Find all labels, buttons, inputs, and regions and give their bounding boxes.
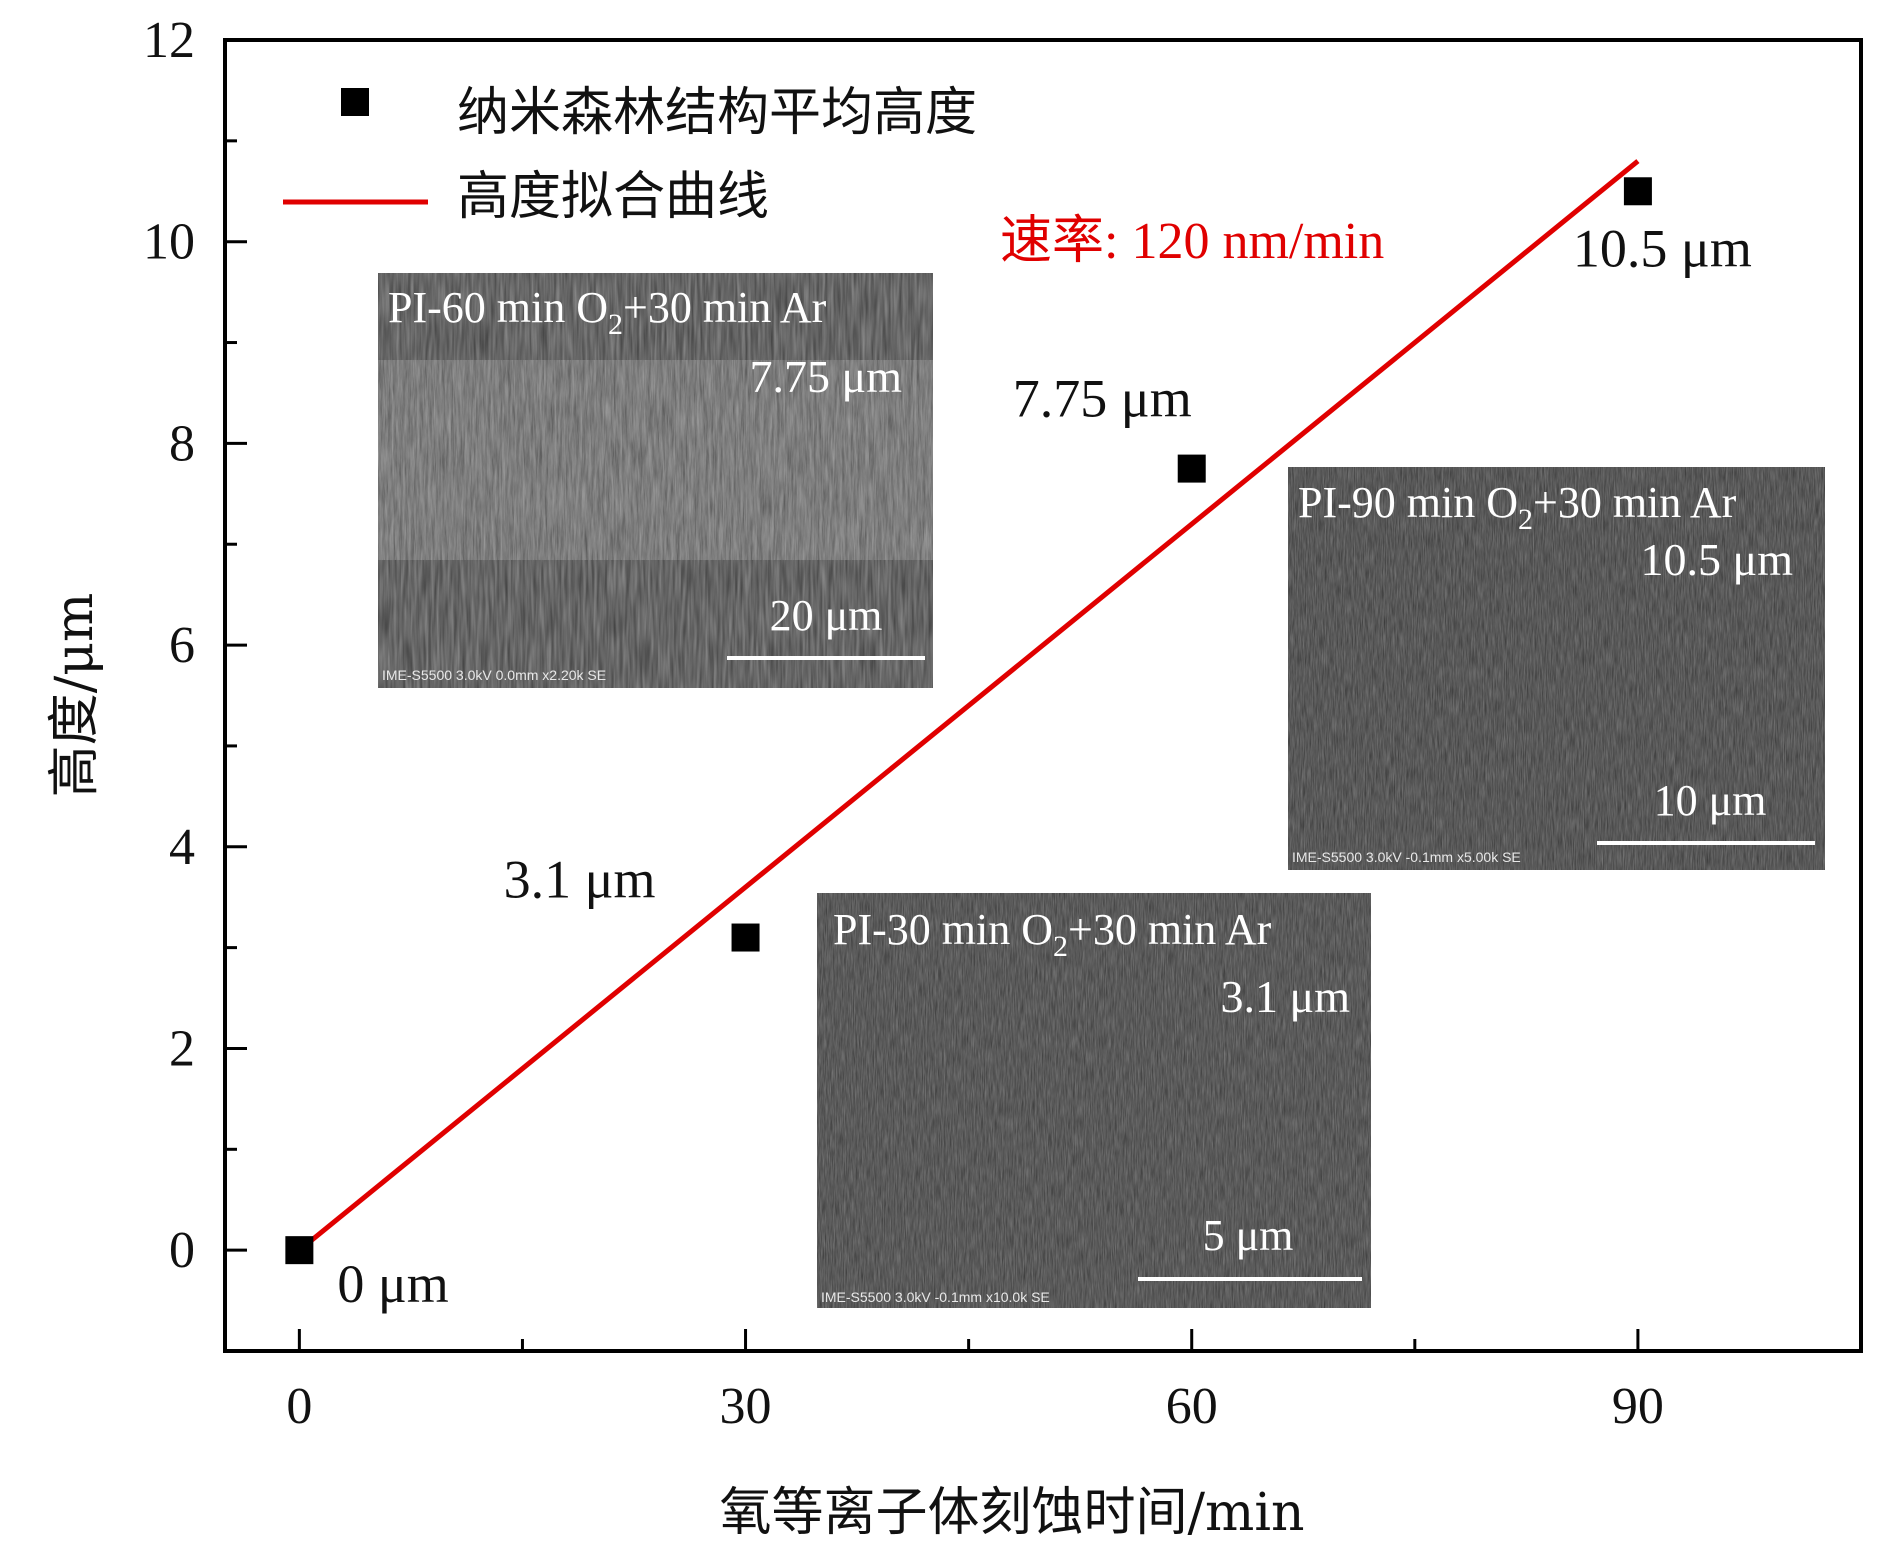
plot-frame <box>223 38 1863 1353</box>
point-label: 7.75 μm <box>1013 369 1192 429</box>
points-layer <box>285 177 1652 1265</box>
y-tick-label: 4 <box>169 819 195 876</box>
inset-scale-label: 20 μm <box>770 591 883 640</box>
x-tick-label: 30 <box>720 1378 772 1435</box>
inset-scale-label: 5 μm <box>1203 1211 1294 1260</box>
data-point <box>1177 454 1206 483</box>
sem-inset-90min: PI-90 min O2+30 min Ar 10.5 μm 10 μm IME… <box>1288 467 1825 870</box>
x-tick-label: 90 <box>1612 1378 1664 1435</box>
y-tick-label: 0 <box>169 1222 195 1279</box>
inset-scale-label: 10 μm <box>1654 776 1767 825</box>
y-tick-label: 6 <box>169 617 195 674</box>
inset-height-label: 3.1 μm <box>1221 971 1351 1022</box>
legend-item-line: 高度拟合曲线 <box>283 167 769 227</box>
rate-annotation: 速率: 120 nm/min <box>1000 213 1384 270</box>
y-tick-label: 2 <box>169 1020 195 1077</box>
data-point <box>285 1236 314 1265</box>
y-tick-label: 12 <box>143 12 195 69</box>
x-axis-ticks: 0 30 60 90 <box>286 1329 1863 1435</box>
inset-height-label: 7.75 μm <box>750 351 903 402</box>
x-tick-label: 60 <box>1166 1378 1218 1435</box>
legend: 纳米森林结构平均高度 高度拟合曲线 <box>283 83 977 227</box>
sem-inset-30min: PI-30 min O2+30 min Ar 3.1 μm 5 μm IME-S… <box>817 893 1371 1308</box>
inset-meta: IME-S5500 3.0kV -0.1mm x10.0k SE <box>821 1289 1050 1305</box>
inset-meta: IME-S5500 3.0kV 0.0mm x2.20k SE <box>382 667 606 683</box>
x-tick-label: 0 <box>286 1378 312 1435</box>
fit-line <box>297 159 1640 1253</box>
legend-square-marker <box>341 88 369 116</box>
point-labels-layer: 0 μm 3.1 μm 7.75 μm 10.5 μm <box>337 218 1752 1314</box>
y-tick-label: 10 <box>143 214 195 271</box>
y-axis-title: 高度/μm <box>45 593 105 798</box>
fit-line-layer <box>297 159 1640 1253</box>
data-point <box>1623 177 1652 206</box>
y-tick-label: 8 <box>169 415 195 472</box>
inset-title: PI-60 min O2+30 min Ar <box>388 283 827 341</box>
legend-label-scatter: 纳米森林结构平均高度 <box>457 83 977 143</box>
legend-label-line: 高度拟合曲线 <box>457 167 769 227</box>
y-axis-ticks: 0 2 4 6 8 10 12 <box>143 12 247 1353</box>
legend-item-scatter: 纳米森林结构平均高度 <box>341 83 977 143</box>
point-label: 10.5 μm <box>1573 218 1752 278</box>
point-label: 0 μm <box>337 1254 448 1314</box>
inset-title: PI-90 min O2+30 min Ar <box>1298 478 1737 536</box>
data-point <box>731 923 760 952</box>
inset-meta: IME-S5500 3.0kV -0.1mm x5.00k SE <box>1292 849 1521 865</box>
inset-height-label: 10.5 μm <box>1641 534 1794 585</box>
x-axis-title: 氧等离子体刻蚀时间/min <box>720 1483 1305 1543</box>
sem-inset-60min: PI-60 min O2+30 min Ar 7.75 μm 20 μm IME… <box>378 273 933 688</box>
inset-title: PI-30 min O2+30 min Ar <box>833 905 1272 963</box>
point-label: 3.1 μm <box>504 850 656 910</box>
